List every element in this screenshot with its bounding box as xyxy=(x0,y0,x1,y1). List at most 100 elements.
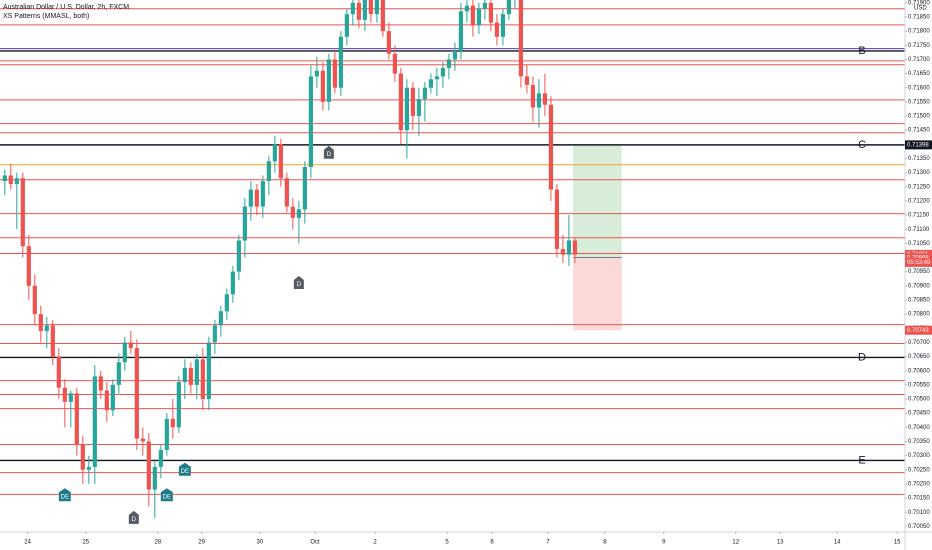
candle-body xyxy=(212,325,217,343)
candle-body xyxy=(236,240,241,272)
candle-body xyxy=(356,2,361,20)
candle-body xyxy=(92,376,97,467)
level-label: D xyxy=(858,351,866,363)
candle-body xyxy=(494,22,500,37)
candle-body xyxy=(218,311,223,326)
candle-body xyxy=(572,240,578,255)
x-tick-label: 15 xyxy=(894,540,901,546)
candle-body xyxy=(530,84,536,108)
x-tick-label: 5 xyxy=(445,540,449,546)
candle-body xyxy=(476,8,482,26)
y-tick-label: 0.70900 xyxy=(908,283,930,289)
candle-body xyxy=(284,178,289,207)
y-tick-label: 0.71650 xyxy=(908,71,930,77)
x-tick-label: 28 xyxy=(154,540,161,546)
y-tick-label: 0.71850 xyxy=(908,15,930,21)
pattern-marker xyxy=(323,145,334,159)
candle-body xyxy=(206,342,211,399)
candle-body xyxy=(314,70,319,77)
candle-body xyxy=(110,384,115,411)
candle-body xyxy=(350,2,355,15)
y-tick-label: 0.71050 xyxy=(908,241,930,247)
candle-body xyxy=(248,189,253,207)
candle-body xyxy=(458,11,464,51)
price-label: 0.70743 xyxy=(907,328,929,334)
y-tick-label: 0.70600 xyxy=(908,368,930,374)
indicator-name: XS Patterns (MMASL, both) xyxy=(3,13,89,20)
candle-body xyxy=(338,36,343,88)
candle-body xyxy=(8,175,13,184)
candle-body xyxy=(566,240,572,255)
y-tick-label: 0.70450 xyxy=(908,411,930,417)
x-tick-label: 30 xyxy=(257,540,264,546)
candle-body xyxy=(260,181,265,207)
candle-body xyxy=(20,178,25,247)
candle-body xyxy=(422,87,427,100)
y-tick-label: 0.70150 xyxy=(908,496,930,502)
pattern-marker-label: D xyxy=(327,152,332,158)
x-tick-label: 29 xyxy=(198,540,205,546)
candle-body xyxy=(332,59,337,88)
chart-title: Australian Dollar / U.S. Dollar, 2h, FXC… xyxy=(3,4,129,11)
y-tick-label: 0.70250 xyxy=(908,467,930,473)
candle-body xyxy=(428,79,433,88)
y-tick-label: 0.71350 xyxy=(908,156,930,162)
y-tick-label: 0.71800 xyxy=(908,29,930,35)
candle-body xyxy=(344,14,349,37)
y-tick-label: 0.70200 xyxy=(908,481,930,487)
candle-body xyxy=(500,14,506,37)
candle-body xyxy=(176,382,181,428)
candle-body xyxy=(302,166,307,210)
x-tick-label: 6 xyxy=(490,540,494,546)
candle-body xyxy=(296,209,301,218)
candle-body xyxy=(164,418,169,450)
level-label: C xyxy=(858,139,866,151)
x-tick-label: 7 xyxy=(546,540,550,546)
y-tick-label: 0.70700 xyxy=(908,340,930,346)
candle-body xyxy=(524,76,530,85)
countdown: 05:53:49 xyxy=(907,260,931,266)
candle-body xyxy=(182,367,187,383)
y-tick-label: 0.70850 xyxy=(908,298,930,304)
candle-body xyxy=(362,0,367,20)
candle-body xyxy=(464,5,470,12)
candle-body xyxy=(440,67,445,77)
y-tick-label: 0.70950 xyxy=(908,269,930,275)
candle-body xyxy=(326,59,331,102)
y-tick-label: 0.70500 xyxy=(908,397,930,403)
candle-body xyxy=(122,342,127,363)
candle-body xyxy=(194,359,199,385)
pattern-marker-label: D xyxy=(132,517,137,523)
y-tick-label: 0.71200 xyxy=(908,198,930,204)
candle-body xyxy=(518,0,524,77)
candle-body xyxy=(44,325,49,332)
countdown-box xyxy=(905,257,932,267)
candle-body xyxy=(470,5,476,26)
y-tick-label: 0.70650 xyxy=(908,354,930,360)
candle-body xyxy=(560,249,566,255)
candle-body xyxy=(536,93,542,108)
y-tick-label: 0.71750 xyxy=(908,43,930,49)
candle-body xyxy=(374,0,379,15)
candle-body xyxy=(404,87,409,131)
pattern-marker-label: D xyxy=(297,282,302,288)
target-zone xyxy=(573,144,622,258)
candle-body xyxy=(452,50,458,60)
candle-body xyxy=(320,70,325,102)
candle-body xyxy=(542,93,548,105)
y-tick-label: 0.70300 xyxy=(908,453,930,459)
candle-body xyxy=(506,0,512,15)
pattern-marker-label: DE xyxy=(181,469,189,475)
candle-body xyxy=(32,285,37,315)
candle-body xyxy=(242,206,247,241)
x-tick-label: 12 xyxy=(732,540,739,546)
x-tick-label: 8 xyxy=(603,540,607,546)
y-tick-label: 0.71550 xyxy=(908,99,930,105)
candle-body xyxy=(14,178,19,184)
candle-body xyxy=(386,31,391,54)
candle-body xyxy=(158,449,163,467)
candle-body xyxy=(68,393,73,402)
candle-body xyxy=(80,444,85,470)
y-tick-label: 0.71450 xyxy=(908,128,930,134)
